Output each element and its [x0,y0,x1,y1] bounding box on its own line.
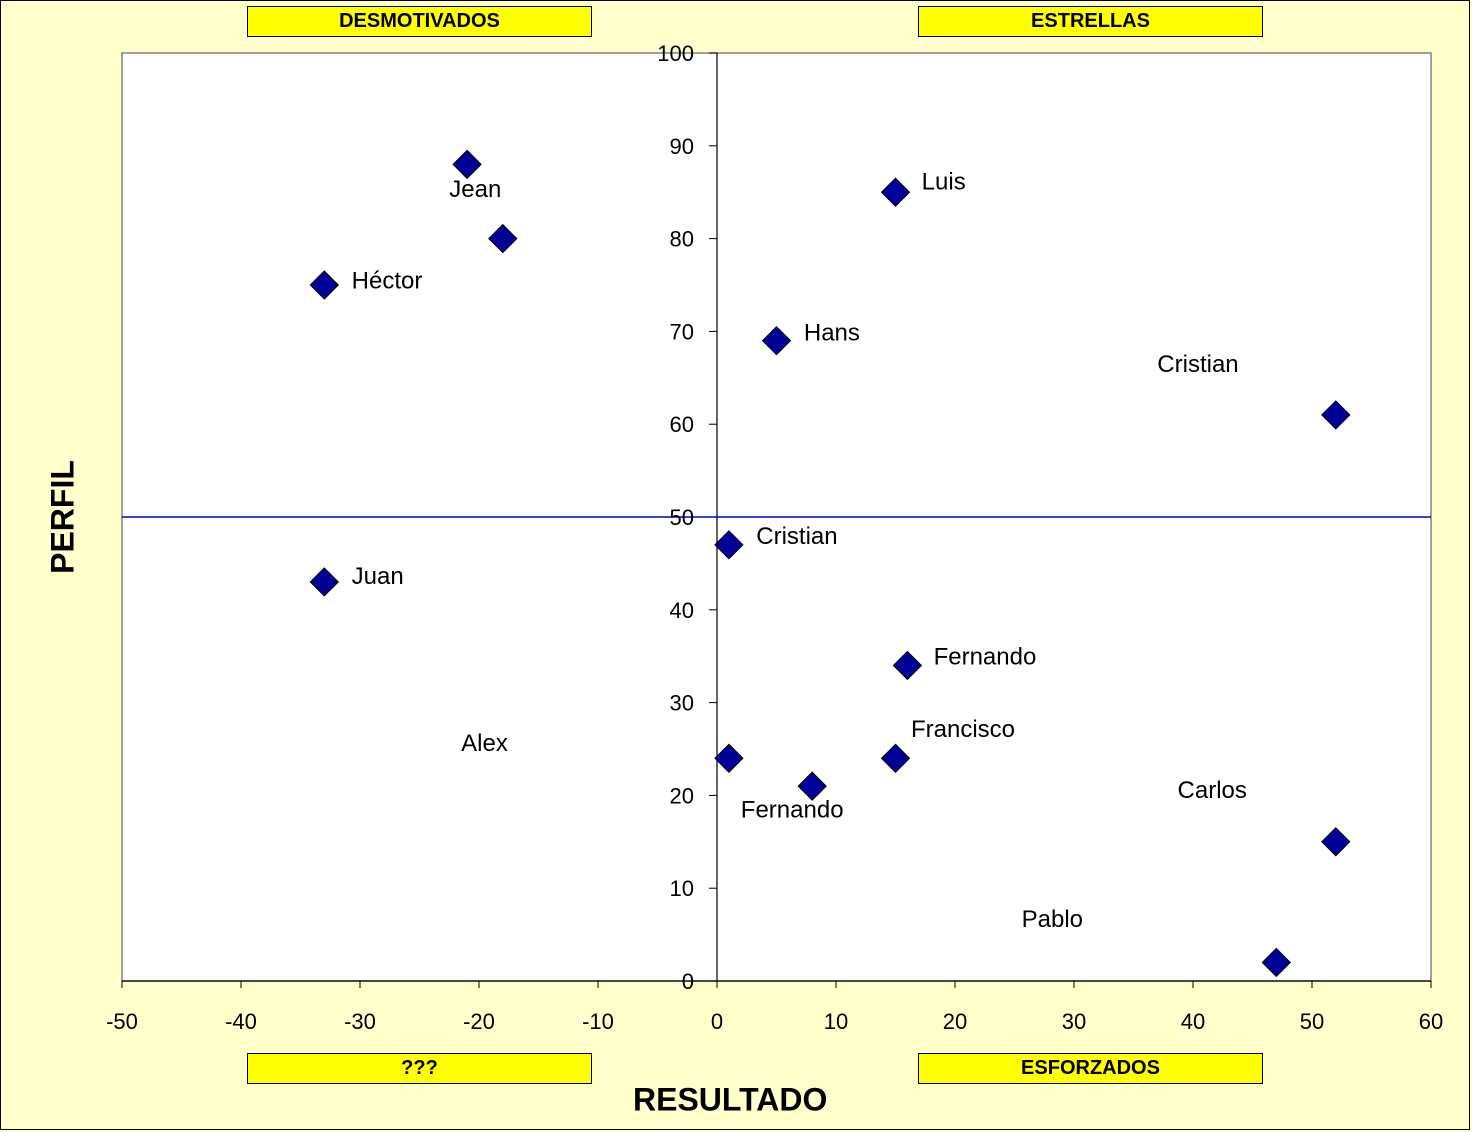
data-point-marker [309,270,340,300]
y-tick-label: 60 [670,412,694,437]
point-labels: Jean Héctor Luis Hans Cristian Cristian Juan Fe… [352,168,1247,933]
data-label: Juan [352,563,404,590]
data-label: Francisco [911,716,1015,743]
data-point-marker [309,567,340,597]
data-point-marker [1321,400,1351,430]
data-label: Carlos [1178,777,1247,804]
x-axis-title: RESULTADO [633,1081,828,1118]
data-point-marker [880,743,911,773]
data-point-marker [1261,947,1292,978]
data-label: Luis [922,168,966,195]
data-points [309,149,1351,978]
x-tick-label: -20 [463,1009,495,1034]
x-tick-label: 50 [1300,1009,1324,1034]
data-point-marker [892,650,923,681]
x-tick-label: -30 [344,1009,376,1034]
y-tick-label: 100 [657,41,694,66]
quadrant-label-top-right: ESTRELLAS [918,6,1263,37]
y-tick-label: 70 [670,319,694,344]
data-point-marker [452,149,482,180]
data-point-marker [880,177,911,207]
y-tick-label: 80 [670,227,694,252]
data-point-marker [1321,827,1351,857]
quadrant-label-bottom-left: ??? [247,1053,592,1084]
quadrant-label-top-left: DESMOTIVADOS [247,6,592,37]
x-tick-label: 60 [1419,1009,1443,1034]
x-tick-label: 30 [1062,1009,1086,1034]
data-label: Cristian [1157,351,1238,378]
data-label: Héctor [352,268,423,295]
y-tick-label: 30 [670,691,694,716]
y-tick-label: 40 [670,598,694,623]
data-point-marker [761,325,792,356]
data-point-marker [488,223,518,254]
y-tick-label: 50 [670,505,694,530]
y-tick-label: 10 [670,876,694,901]
x-tick-label: -50 [106,1009,138,1034]
x-tick-label: -40 [225,1009,257,1034]
x-tick-label: 40 [1181,1009,1205,1034]
data-label: Fernando [741,797,844,824]
y-axis-title: PERFIL [44,460,81,574]
data-label: Jean [449,176,501,203]
x-tick-label: 0 [711,1009,723,1034]
data-label: Fernando [934,644,1037,671]
x-tick-label: -10 [582,1009,614,1034]
tick-labels: -50 -40 -30 -20 -10 0 10 20 30 40 50 60 0 10 20 30 40 50 6… [106,41,1443,1034]
x-tick-label: 20 [943,1009,967,1034]
y-tick-label: 20 [670,783,694,808]
y-tick-label: 0 [682,969,694,994]
quadrant-label-bottom-right: ESFORZADOS [918,1053,1263,1084]
y-tick-label: 90 [670,134,694,159]
data-label: Alex [461,730,508,757]
data-point-marker [714,743,744,773]
data-label: Pablo [1022,906,1083,933]
data-label: Cristian [756,523,837,550]
data-point-marker [797,771,827,801]
data-point-marker [714,530,744,560]
x-tick-label: 10 [824,1009,848,1034]
data-label: Hans [804,320,860,347]
